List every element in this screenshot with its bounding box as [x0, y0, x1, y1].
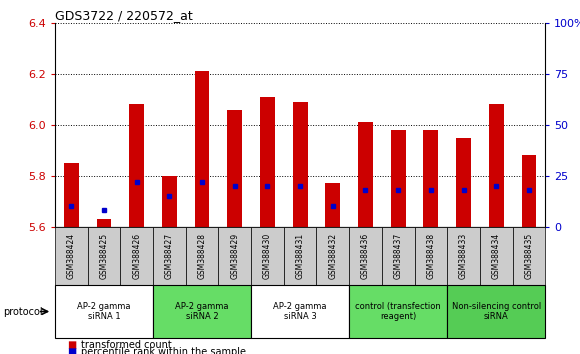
- Bar: [186, 227, 219, 285]
- Bar: [293, 102, 307, 227]
- Text: GSM388430: GSM388430: [263, 233, 272, 279]
- Bar: [456, 137, 471, 227]
- Bar: [284, 227, 317, 285]
- Bar: [88, 227, 121, 285]
- Text: GSM388432: GSM388432: [328, 233, 338, 279]
- Text: AP-2 gamma
siRNA 3: AP-2 gamma siRNA 3: [273, 302, 327, 321]
- Bar: [317, 227, 349, 285]
- Text: GSM388424: GSM388424: [67, 233, 76, 279]
- Bar: [521, 155, 536, 227]
- Bar: [64, 163, 79, 227]
- Text: GSM388437: GSM388437: [394, 233, 403, 279]
- Bar: [325, 183, 340, 227]
- Bar: [227, 109, 242, 227]
- Text: GSM388438: GSM388438: [426, 233, 436, 279]
- Text: percentile rank within the sample: percentile rank within the sample: [81, 347, 246, 354]
- Text: GSM388429: GSM388429: [230, 233, 240, 279]
- Text: GDS3722 / 220572_at: GDS3722 / 220572_at: [55, 9, 193, 22]
- Text: GSM388433: GSM388433: [459, 233, 468, 279]
- Bar: [55, 227, 88, 285]
- Bar: [423, 130, 438, 227]
- Bar: [219, 227, 251, 285]
- Bar: [129, 104, 144, 227]
- Bar: [480, 227, 513, 285]
- Bar: [447, 285, 545, 338]
- Bar: [349, 285, 447, 338]
- Text: transformed count: transformed count: [81, 340, 172, 350]
- Bar: [382, 227, 415, 285]
- Bar: [513, 227, 545, 285]
- Text: control (transfection
reagent): control (transfection reagent): [356, 302, 441, 321]
- Bar: [349, 227, 382, 285]
- Bar: [251, 227, 284, 285]
- Bar: [121, 227, 153, 285]
- Text: ■: ■: [67, 347, 76, 354]
- Bar: [97, 219, 111, 227]
- Bar: [391, 130, 405, 227]
- Text: Non-silencing control
siRNA: Non-silencing control siRNA: [452, 302, 541, 321]
- Text: GSM388436: GSM388436: [361, 233, 370, 279]
- Bar: [153, 227, 186, 285]
- Text: protocol: protocol: [3, 307, 42, 316]
- Text: GSM388427: GSM388427: [165, 233, 174, 279]
- Bar: [489, 104, 503, 227]
- Bar: [55, 285, 153, 338]
- Text: GSM388434: GSM388434: [492, 233, 501, 279]
- Text: GSM388431: GSM388431: [296, 233, 304, 279]
- Text: GSM388426: GSM388426: [132, 233, 142, 279]
- Text: AP-2 gamma
siRNA 2: AP-2 gamma siRNA 2: [175, 302, 229, 321]
- Bar: [447, 227, 480, 285]
- Bar: [251, 285, 349, 338]
- Text: ■: ■: [67, 340, 76, 350]
- Bar: [153, 285, 251, 338]
- Text: GSM388435: GSM388435: [524, 233, 534, 279]
- Text: GSM388425: GSM388425: [100, 233, 108, 279]
- Text: GSM388428: GSM388428: [198, 233, 206, 279]
- Bar: [260, 97, 275, 227]
- Bar: [162, 176, 177, 227]
- Text: AP-2 gamma
siRNA 1: AP-2 gamma siRNA 1: [77, 302, 131, 321]
- Bar: [358, 122, 373, 227]
- Bar: [195, 72, 209, 227]
- Bar: [415, 227, 447, 285]
